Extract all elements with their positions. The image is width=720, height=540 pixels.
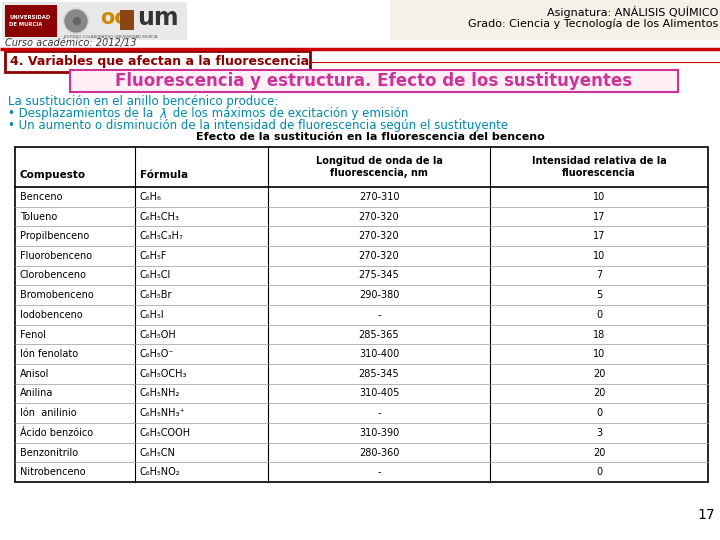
Bar (120, 10, 134, 30)
Text: C₆H₅NH₂: C₆H₅NH₂ (140, 388, 181, 399)
Bar (15, 147, 708, 482)
Bar (5, 51, 310, 72)
Circle shape (65, 10, 87, 32)
Text: Grado: Ciencia y Tecnología de los Alimentos: Grado: Ciencia y Tecnología de los Alime… (468, 19, 718, 29)
Text: Asignatura: ANÁLISIS QUÍMICO: Asignatura: ANÁLISIS QUÍMICO (546, 6, 718, 18)
Text: 275-345: 275-345 (359, 271, 400, 280)
Text: ESTUDIO COLABORATIVO UNIVERSIDAD MURCIA: ESTUDIO COLABORATIVO UNIVERSIDAD MURCIA (64, 35, 158, 39)
Text: C₆H₅F: C₆H₅F (140, 251, 167, 261)
Text: C₆H₅Cl: C₆H₅Cl (140, 271, 171, 280)
Text: Ión fenolato: Ión fenolato (20, 349, 78, 359)
Text: C₆H₅NO₂: C₆H₅NO₂ (140, 467, 181, 477)
Text: oc: oc (100, 8, 127, 28)
Text: 290-380: 290-380 (359, 290, 399, 300)
Bar (390, 0, 720, 40)
Text: 0: 0 (596, 408, 602, 418)
Text: 20: 20 (593, 369, 606, 379)
Text: C₆H₅CN: C₆H₅CN (140, 448, 176, 457)
Text: C₆H₅CH₃: C₆H₅CH₃ (140, 212, 180, 221)
Text: Intensidad relativa de la
fluorescencia: Intensidad relativa de la fluorescencia (531, 156, 667, 178)
Text: C₆H₅OH: C₆H₅OH (140, 329, 176, 340)
Text: • Un aumento o disminución de la intensidad de fluorescencia según el sustituyen: • Un aumento o disminución de la intensi… (8, 119, 508, 132)
Text: Iodobenceno: Iodobenceno (20, 310, 83, 320)
Text: Efecto de la sustitución en la fluorescencia del benceno: Efecto de la sustitución en la fluoresce… (196, 132, 544, 142)
Text: Fluorobenceno: Fluorobenceno (20, 251, 92, 261)
Text: 4. Variables que afectan a la fluorescencia: 4. Variables que afectan a la fluorescen… (10, 55, 309, 68)
Text: C₆H₅NH₃⁺: C₆H₅NH₃⁺ (140, 408, 186, 418)
Text: C₆H₅OCH₃: C₆H₅OCH₃ (140, 369, 187, 379)
Bar (70, 70, 678, 92)
Text: 3: 3 (596, 428, 602, 438)
Text: Anilina: Anilina (20, 388, 53, 399)
Text: um: um (137, 6, 179, 30)
Text: C₆H₅O⁻: C₆H₅O⁻ (140, 349, 174, 359)
Circle shape (63, 8, 89, 34)
Text: Ión  anilinio: Ión anilinio (20, 408, 76, 418)
Text: 10: 10 (593, 192, 605, 202)
Text: -: - (377, 408, 381, 418)
Text: La sustitución en el anillo bencénico produce:: La sustitución en el anillo bencénico pr… (8, 96, 279, 109)
Text: 17: 17 (593, 231, 606, 241)
Text: 20: 20 (593, 448, 606, 457)
Text: Benceno: Benceno (20, 192, 63, 202)
Text: C₆H₅I: C₆H₅I (140, 310, 165, 320)
Text: Bromobenceno: Bromobenceno (20, 290, 94, 300)
Text: UNIVERSIDAD
DE MURCIA: UNIVERSIDAD DE MURCIA (9, 16, 50, 26)
Text: C₆H₅C₃H₇: C₆H₅C₃H₇ (140, 231, 184, 241)
Text: C₆H₆: C₆H₆ (140, 192, 162, 202)
Text: λ: λ (160, 107, 167, 120)
Text: 0: 0 (596, 467, 602, 477)
Text: 10: 10 (593, 349, 605, 359)
Text: Nitrobenceno: Nitrobenceno (20, 467, 86, 477)
Text: 310-390: 310-390 (359, 428, 399, 438)
Text: Fenol: Fenol (20, 329, 46, 340)
Text: 7: 7 (596, 271, 602, 280)
Text: C₆H₅COOH: C₆H₅COOH (140, 428, 191, 438)
Text: 18: 18 (593, 329, 605, 340)
Text: 10: 10 (593, 251, 605, 261)
Text: 285-345: 285-345 (359, 369, 400, 379)
Text: -: - (377, 310, 381, 320)
Text: 17: 17 (593, 212, 606, 221)
Bar (2, 2, 187, 40)
Text: Clorobenceno: Clorobenceno (20, 271, 87, 280)
Text: 270-320: 270-320 (359, 251, 400, 261)
Text: 20: 20 (593, 388, 606, 399)
Text: 17: 17 (698, 508, 715, 522)
Text: Benzonitrilo: Benzonitrilo (20, 448, 78, 457)
Text: Tolueno: Tolueno (20, 212, 58, 221)
Text: Anisol: Anisol (20, 369, 50, 379)
Text: 285-365: 285-365 (359, 329, 400, 340)
Text: Curso académico: 2012/13: Curso académico: 2012/13 (5, 38, 137, 48)
Text: de los máximos de excitación y emisión: de los máximos de excitación y emisión (169, 107, 408, 120)
Text: Longitud de onda de la
fluorescencia, nm: Longitud de onda de la fluorescencia, nm (315, 156, 442, 178)
Text: Fórmula: Fórmula (140, 170, 188, 180)
Text: ●: ● (71, 16, 81, 26)
Text: 270-320: 270-320 (359, 231, 400, 241)
Text: 310-400: 310-400 (359, 349, 399, 359)
Text: • Desplazamientos de la: • Desplazamientos de la (8, 107, 157, 120)
Text: 5: 5 (596, 290, 602, 300)
Text: Ácido benzóico: Ácido benzóico (20, 428, 93, 438)
Text: 310-405: 310-405 (359, 388, 399, 399)
Text: -: - (377, 467, 381, 477)
Text: Propilbenceno: Propilbenceno (20, 231, 89, 241)
Bar (5, 5, 57, 37)
Text: 270-310: 270-310 (359, 192, 400, 202)
Text: Fluorescencia y estructura. Efecto de los sustituyentes: Fluorescencia y estructura. Efecto de lo… (115, 72, 633, 90)
Text: 0: 0 (596, 310, 602, 320)
Text: C₆H₅Br: C₆H₅Br (140, 290, 173, 300)
Text: 280-360: 280-360 (359, 448, 399, 457)
Text: Compuesto: Compuesto (20, 170, 86, 180)
Text: 270-320: 270-320 (359, 212, 400, 221)
